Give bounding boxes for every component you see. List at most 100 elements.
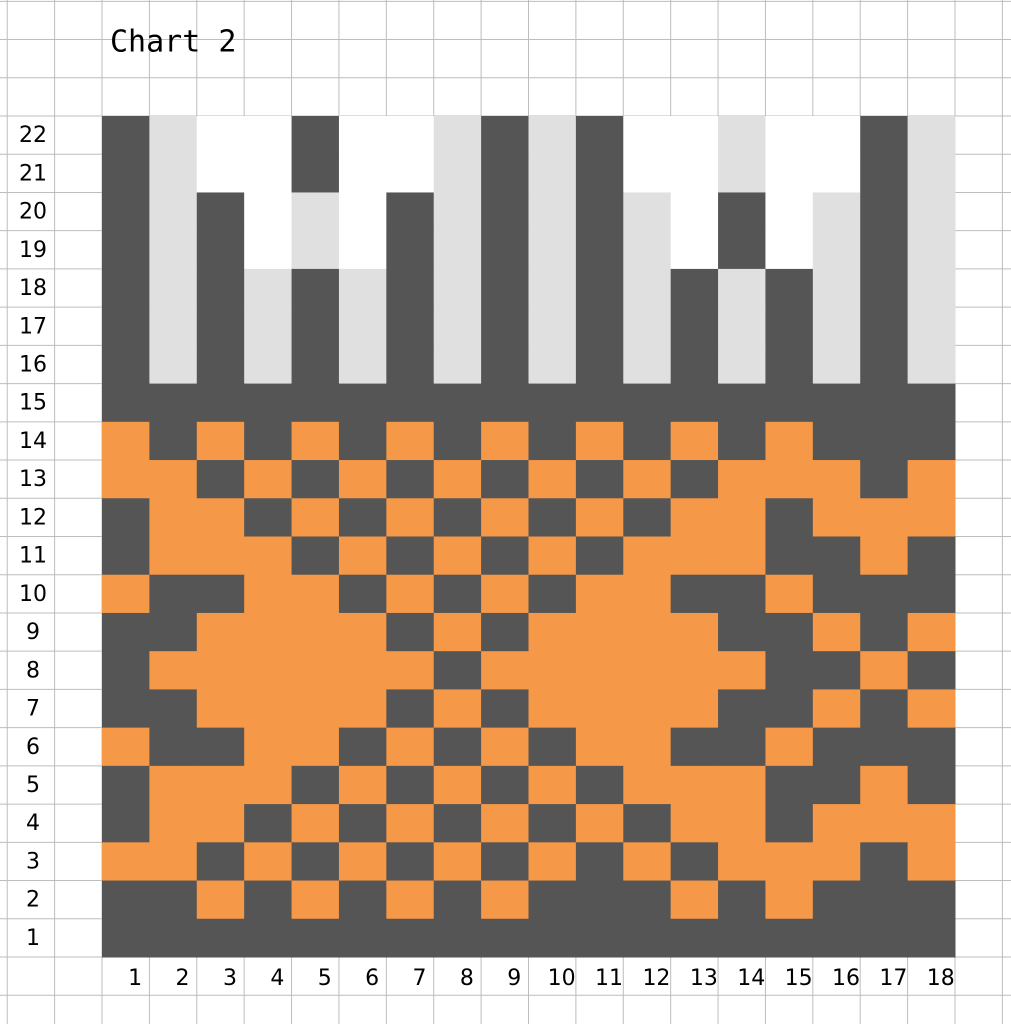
chart-cell — [718, 574, 766, 614]
chart-cell — [244, 116, 293, 155]
chart-cell — [670, 880, 719, 920]
chart-cell — [860, 651, 909, 690]
chart-cell — [149, 230, 198, 270]
chart-cell — [244, 651, 293, 690]
chart-cell — [623, 192, 672, 232]
row-label: 17 — [19, 314, 47, 339]
chart-cell — [907, 192, 956, 232]
chart-cell — [907, 116, 956, 155]
chart-cell — [102, 574, 150, 614]
chart-cell — [812, 345, 861, 385]
chart-cell — [528, 268, 577, 308]
chart-cell — [907, 421, 956, 461]
chart-cell — [291, 536, 340, 576]
chart-cell — [623, 651, 672, 690]
chart-cell — [481, 727, 529, 767]
column-label: 2 — [176, 966, 190, 991]
chart-cell — [575, 727, 624, 767]
chart-cell — [575, 689, 624, 729]
chart-cell — [338, 727, 387, 767]
chart-cell — [812, 383, 861, 423]
chart-cell — [765, 268, 814, 308]
chart-cell — [433, 230, 482, 270]
chart-cell — [528, 574, 577, 614]
chart-cell — [338, 345, 387, 385]
chart-cell — [481, 612, 529, 652]
chart-cell — [196, 574, 245, 614]
chart-cell — [338, 460, 387, 499]
chart-cell — [196, 880, 245, 920]
chart-cell — [765, 307, 814, 346]
chart-cell — [860, 804, 909, 843]
chart-cell — [386, 498, 435, 537]
chart-cell — [196, 498, 245, 537]
chart-cell — [718, 612, 766, 652]
chart-cell — [575, 498, 624, 537]
chart-cell — [102, 421, 150, 461]
chart-cell — [291, 727, 340, 767]
chart-cell — [386, 345, 435, 385]
chart-cell — [907, 651, 956, 690]
chart-cell — [670, 689, 719, 729]
row-label: 11 — [19, 544, 47, 569]
chart-cell — [718, 727, 766, 767]
chart-cell — [528, 536, 577, 576]
chart-cell — [860, 880, 909, 920]
column-label: 6 — [365, 966, 379, 991]
chart-cell — [338, 689, 387, 729]
chart-cell — [528, 154, 577, 193]
chart-cell — [860, 116, 909, 155]
row-label: 4 — [26, 811, 40, 836]
chart-cell — [386, 421, 435, 461]
chart-cell — [718, 498, 766, 537]
chart-cell — [718, 192, 766, 232]
chart-cell — [338, 574, 387, 614]
chart-cell — [575, 307, 624, 346]
chart-cell — [338, 918, 387, 958]
chart-cell — [812, 880, 861, 920]
chart-cell — [149, 154, 198, 193]
chart-cell — [386, 689, 435, 729]
chart-cell — [481, 230, 529, 270]
chart-cell — [433, 536, 482, 576]
chart-cell — [102, 727, 150, 767]
chart-cell — [765, 460, 814, 499]
column-label: 8 — [460, 966, 474, 991]
chart-cell — [765, 498, 814, 537]
chart-cell — [196, 651, 245, 690]
column-label: 1 — [128, 966, 142, 991]
chart-cell — [575, 116, 624, 155]
chart-cell — [623, 574, 672, 614]
chart-cell — [575, 536, 624, 576]
row-label: 22 — [19, 123, 47, 148]
chart-cell — [433, 498, 482, 537]
chart-cell — [481, 804, 529, 843]
chart-cell — [291, 918, 340, 958]
chart-cell — [623, 918, 672, 958]
chart-cell — [338, 651, 387, 690]
chart-cell — [196, 842, 245, 882]
chart-cell — [812, 230, 861, 270]
chart-cell — [907, 765, 956, 805]
chart-cell — [575, 612, 624, 652]
chart-cell — [623, 345, 672, 385]
chart-cell — [481, 383, 529, 423]
chart-cell — [670, 345, 719, 385]
chart-cell — [812, 727, 861, 767]
chart-cell — [860, 154, 909, 193]
chart-cell — [812, 574, 861, 614]
chart-cell — [623, 307, 672, 346]
chart-cell — [718, 460, 766, 499]
chart-cell — [718, 268, 766, 308]
column-label: 16 — [832, 966, 860, 991]
chart-cell — [528, 765, 577, 805]
chart-cell — [623, 727, 672, 767]
chart-cell — [481, 192, 529, 232]
chart-cell — [338, 842, 387, 882]
chart-cell — [812, 804, 861, 843]
chart-cell — [386, 268, 435, 308]
chart-cell — [528, 498, 577, 537]
chart-cell — [765, 154, 814, 193]
chart-cell — [338, 307, 387, 346]
chart-cell — [623, 421, 672, 461]
